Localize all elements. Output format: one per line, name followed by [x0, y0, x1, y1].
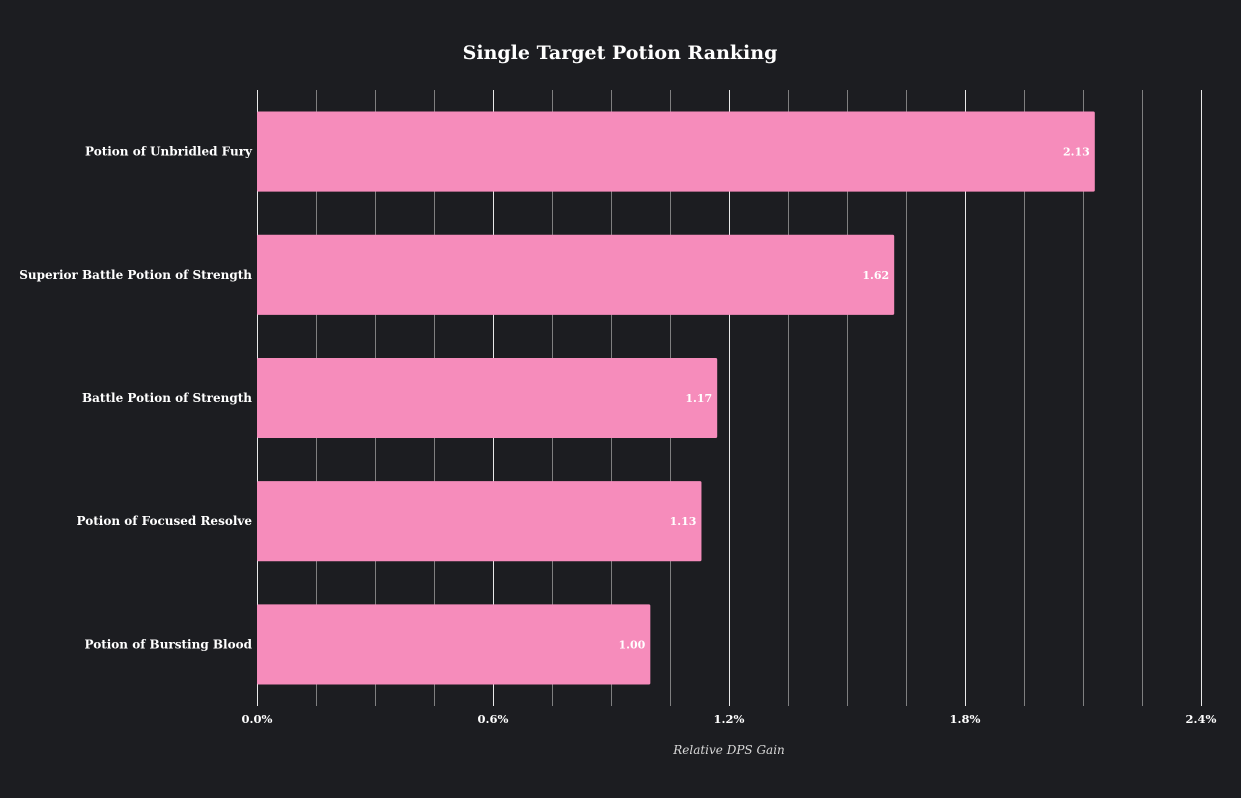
chart-title: Single Target Potion Ranking — [463, 42, 778, 64]
y-category-label: Potion of Unbridled Fury — [85, 145, 253, 159]
bar — [257, 357, 718, 439]
bar — [257, 481, 702, 562]
x-tick-label: 1.8% — [950, 712, 981, 726]
bar-value-label: 2.13 — [1063, 146, 1090, 159]
x-axis-title: Relative DPS Gain — [672, 743, 785, 757]
x-tick-label: 2.4% — [1186, 712, 1217, 726]
y-category-label: Potion of Focused Resolve — [77, 514, 253, 528]
bar — [257, 234, 895, 315]
bar-value-label: 1.62 — [862, 269, 889, 282]
bar-value-label: 1.00 — [619, 638, 646, 651]
bar — [257, 111, 1095, 192]
x-tick-label: 0.0% — [242, 712, 273, 726]
y-category-label: Battle Potion of Strength — [82, 391, 252, 405]
y-category-label: Potion of Bursting Blood — [85, 637, 253, 651]
bar-layer — [257, 111, 1095, 685]
label-layer: 0.0% 0.6% 1.2% 1.8% 2.4% 2.13 Potion of Unbrid… — [19, 145, 1216, 726]
x-tick-label: 0.6% — [478, 712, 509, 726]
y-category-label: Superior Battle Potion of Strength — [19, 268, 252, 282]
bar-value-label: 1.13 — [670, 515, 697, 528]
bar-value-label: 1.17 — [685, 392, 712, 405]
x-tick-label: 1.2% — [714, 712, 745, 726]
bar — [257, 604, 651, 685]
